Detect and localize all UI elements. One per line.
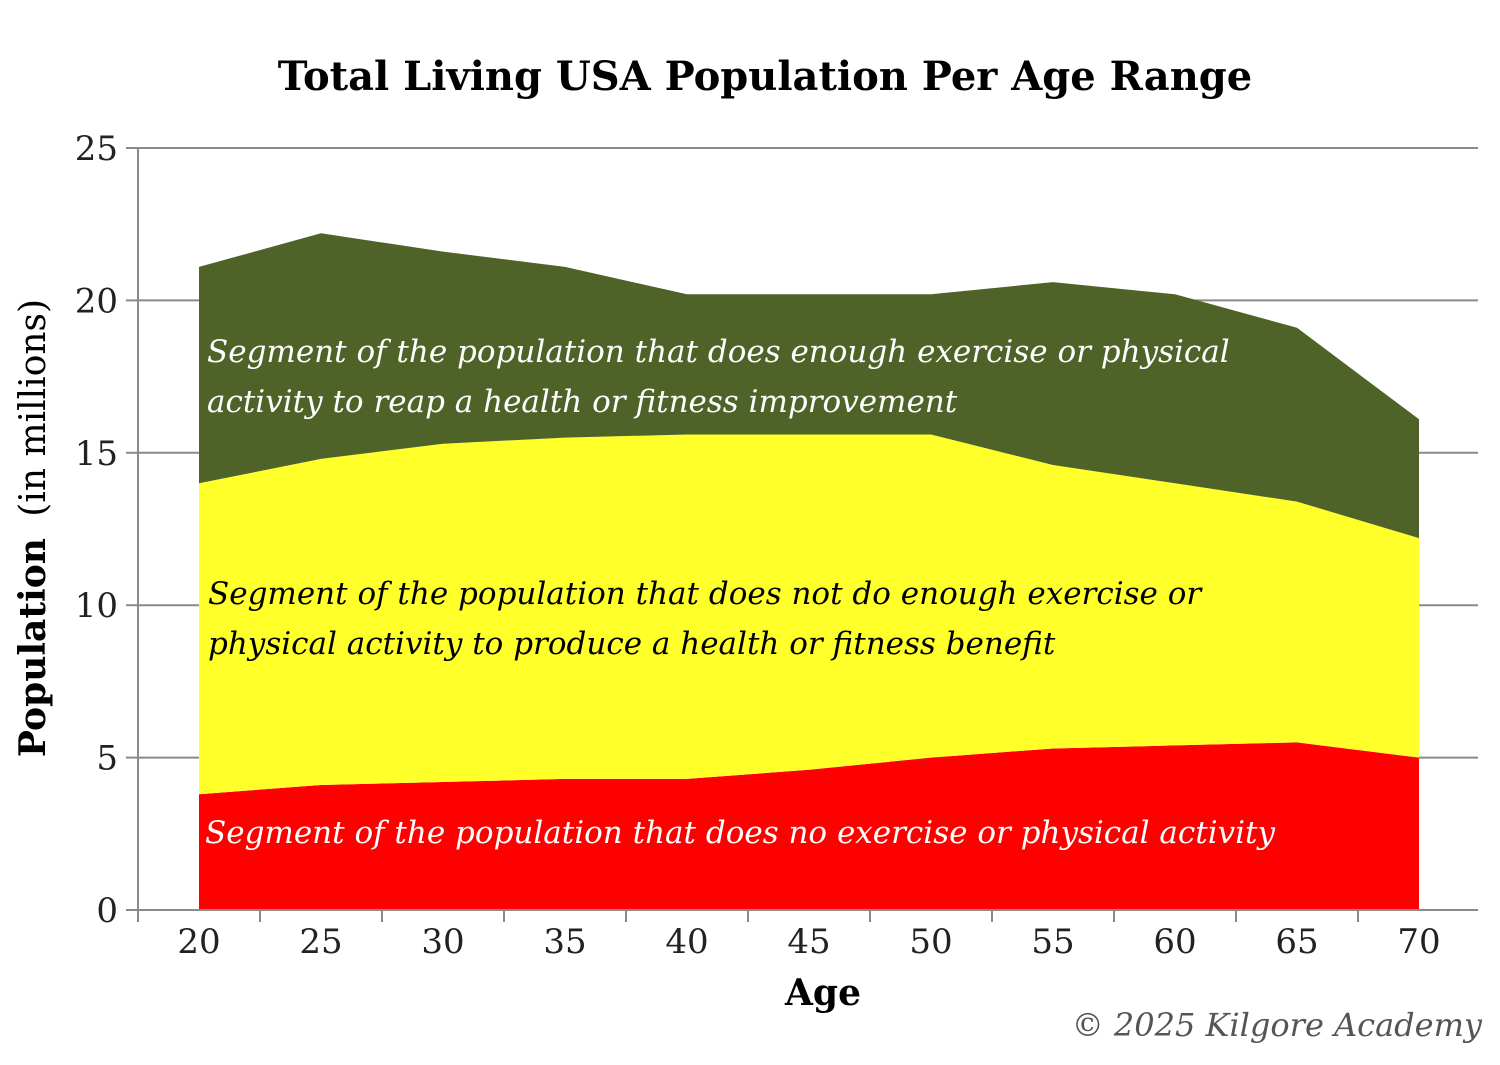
area-series-2: [199, 434, 1419, 795]
y-tick-label-15: 15: [75, 434, 118, 474]
x-tick-label-25: 25: [299, 922, 342, 962]
y-axis-title-unit: (in millions): [13, 299, 54, 517]
y-tick-label-10: 10: [75, 586, 118, 626]
y-axis-title-main: Population: [12, 538, 54, 757]
area-series: [199, 233, 1419, 910]
x-tick-label-65: 65: [1275, 922, 1318, 962]
segment-label-3: Segment of the population that does enou…: [207, 334, 1230, 420]
x-tick-label-45: 45: [787, 922, 830, 962]
axes: 0 5 10 15 20 25 20 25 30 35 40 45 50 55 60 65 70: [75, 129, 1478, 962]
x-tick-label-60: 60: [1153, 922, 1196, 962]
x-axis-title: Age: [784, 972, 861, 1014]
segment-label-line: physical activity to produce a health or…: [208, 626, 1056, 662]
area-series-1: [199, 742, 1419, 910]
x-tick-label-50: 50: [909, 922, 952, 962]
y-tick-label-5: 5: [96, 739, 118, 779]
segment-label-line: activity to reap a health or fitness imp…: [207, 384, 958, 420]
segment-label-line: Segment of the population that does not …: [208, 576, 1203, 612]
chart-title: Total Living USA Population Per Age Rang…: [278, 53, 1252, 100]
area-series-3: [199, 233, 1419, 539]
copyright-notice: © 2025 Kilgore Academy: [1072, 1006, 1483, 1044]
segment-label-line: Segment of the population that does no e…: [205, 815, 1276, 851]
y-tick-label-20: 20: [75, 281, 118, 321]
x-tick-label-55: 55: [1031, 922, 1074, 962]
y-axis-title: Population (in millions): [12, 299, 54, 757]
segment-labels: Segment of the population that does no e…: [205, 334, 1276, 851]
segment-label-line: Segment of the population that does enou…: [207, 334, 1230, 370]
x-tick-label-70: 70: [1397, 922, 1440, 962]
segment-label-1: Segment of the population that does no e…: [205, 815, 1276, 851]
x-tick-label-20: 20: [177, 922, 220, 962]
y-tick-label-0: 0: [96, 891, 118, 931]
y-tick-label-25: 25: [75, 129, 118, 169]
x-tick-label-40: 40: [665, 922, 708, 962]
segment-label-2: Segment of the population that does not …: [208, 576, 1203, 662]
x-tick-label-30: 30: [421, 922, 464, 962]
x-tick-label-35: 35: [543, 922, 586, 962]
